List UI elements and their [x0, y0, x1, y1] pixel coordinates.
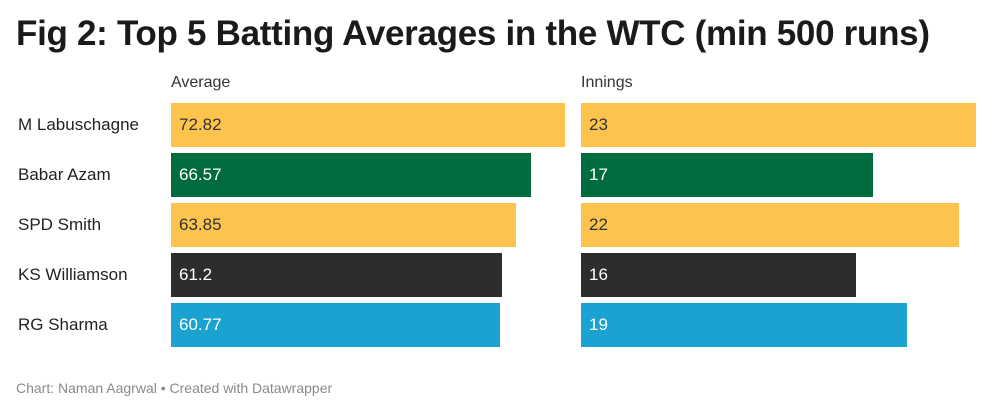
row-label: RG Sharma	[18, 315, 108, 334]
bar-1	[581, 253, 856, 297]
bar-0	[171, 103, 565, 147]
bar-1	[581, 303, 907, 347]
bar-0	[171, 153, 531, 197]
bar-0	[171, 203, 516, 247]
chart-credit: Chart: Naman Aagrwal • Created with Data…	[16, 380, 333, 396]
data-label: 61.2	[179, 265, 213, 284]
data-label: 23	[589, 115, 608, 134]
row-label: M Labuschagne	[18, 115, 139, 134]
bar-1	[581, 203, 959, 247]
bar-0	[171, 303, 500, 347]
data-label: 17	[589, 165, 608, 184]
data-label: 66.57	[179, 165, 222, 184]
row-label: KS Williamson	[18, 265, 128, 284]
column-header-0: Average	[171, 74, 231, 91]
chart-title: Fig 2: Top 5 Batting Averages in the WTC…	[16, 14, 930, 53]
data-label: 60.77	[179, 315, 222, 334]
row-label: SPD Smith	[18, 215, 102, 234]
data-label: 63.85	[179, 215, 222, 234]
data-label: 19	[589, 315, 608, 334]
bar-1	[581, 103, 976, 147]
data-label: 22	[589, 215, 608, 234]
bar-1	[581, 153, 873, 197]
data-label: 72.82	[179, 115, 222, 134]
data-label: 16	[589, 265, 608, 284]
bar-0	[171, 253, 502, 297]
row-label: Babar Azam	[18, 165, 111, 184]
column-header-1: Innings	[581, 74, 633, 91]
